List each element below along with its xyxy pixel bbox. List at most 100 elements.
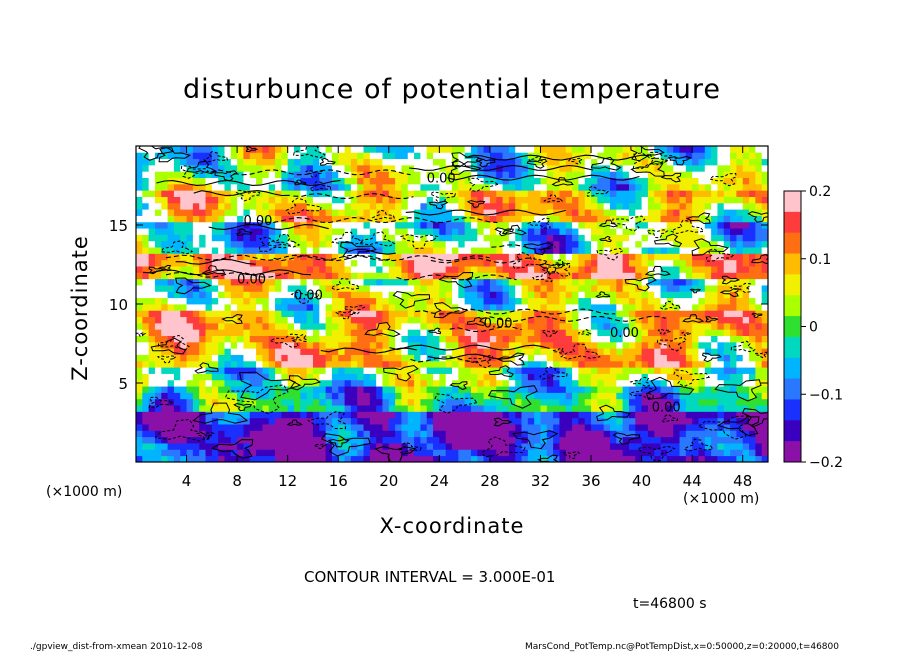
heatmap-cell	[496, 411, 503, 419]
heatmap-cell	[319, 348, 326, 355]
heatmap-cell	[698, 335, 706, 343]
heatmap-cell	[679, 190, 687, 197]
heatmap-cell	[477, 455, 484, 462]
heatmap-cell	[452, 367, 459, 374]
heatmap-cell	[230, 430, 238, 438]
heatmap-cell	[553, 152, 560, 160]
heatmap-cell	[180, 304, 187, 311]
heatmap-cell	[401, 310, 409, 318]
heatmap-cell	[433, 367, 440, 374]
heatmap-cell	[584, 316, 592, 324]
heatmap-cell	[761, 411, 768, 419]
heatmap-cell	[426, 316, 434, 324]
heatmap-cell	[559, 392, 567, 400]
heatmap-cell	[148, 228, 156, 235]
heatmap-cell	[565, 354, 573, 362]
heatmap-cell	[154, 398, 162, 406]
heatmap-cell	[401, 436, 409, 444]
heatmap-cell	[565, 360, 573, 368]
heatmap-cell	[287, 417, 295, 425]
heatmap-cell	[306, 341, 314, 349]
heatmap-cell	[470, 392, 478, 400]
heatmap-cell	[142, 329, 150, 336]
heatmap-cell	[325, 234, 333, 242]
heatmap-cell	[654, 190, 661, 197]
heatmap-cell	[300, 266, 308, 273]
heatmap-cell	[363, 266, 371, 273]
heatmap-cell	[167, 152, 175, 160]
heatmap-cell	[306, 386, 314, 393]
heatmap-cell	[527, 285, 535, 292]
heatmap-cell	[237, 266, 244, 273]
heatmap-cell	[205, 329, 213, 336]
heatmap-cell	[268, 367, 276, 374]
heatmap-cell	[597, 316, 605, 324]
heatmap-cell	[603, 272, 611, 280]
heatmap-cell	[603, 240, 611, 248]
heatmap-cell	[388, 316, 396, 324]
heatmap-cell	[508, 177, 516, 185]
heatmap-cell	[458, 177, 466, 185]
heatmap-cell	[761, 253, 768, 261]
heatmap-cell	[319, 221, 326, 229]
heatmap-cell	[660, 354, 668, 362]
heatmap-cell	[578, 228, 586, 235]
heatmap-cell	[136, 240, 143, 248]
heatmap-cell	[230, 417, 238, 425]
heatmap-cell	[357, 177, 364, 185]
heatmap-cell	[350, 215, 358, 223]
heatmap-cell	[685, 322, 693, 330]
heatmap-cell	[755, 240, 763, 248]
heatmap-cell	[237, 285, 244, 292]
heatmap-cell	[464, 329, 472, 336]
heatmap-cell	[407, 405, 415, 412]
heatmap-cell	[679, 348, 687, 355]
heatmap-cell	[647, 379, 655, 387]
heatmap-cell	[357, 152, 364, 160]
heatmap-cell	[262, 354, 270, 362]
heatmap-cell	[628, 411, 636, 419]
heatmap-cell	[211, 392, 219, 400]
heatmap-cell	[464, 177, 472, 185]
heatmap-cell	[597, 202, 605, 210]
heatmap-cell	[717, 278, 725, 286]
heatmap-cell	[692, 449, 699, 457]
heatmap-cell	[414, 240, 421, 248]
heatmap-cell	[647, 322, 655, 330]
heatmap-cell	[237, 455, 244, 462]
heatmap-cell	[338, 297, 345, 305]
heatmap-cell	[603, 373, 611, 381]
heatmap-cell	[559, 190, 567, 197]
heatmap-cell	[755, 354, 763, 362]
heatmap-cell	[148, 152, 156, 160]
heatmap-cell	[496, 196, 503, 204]
heatmap-cell	[477, 215, 484, 223]
heatmap-cell	[218, 341, 225, 349]
heatmap-cell	[148, 417, 156, 425]
heatmap-cell	[294, 335, 301, 343]
heatmap-cell	[749, 436, 756, 444]
heatmap-cell	[730, 405, 737, 412]
heatmap-cell	[749, 405, 756, 412]
heatmap-cell	[306, 310, 314, 318]
heatmap-cell	[749, 316, 756, 324]
heatmap-cell	[666, 183, 674, 191]
heatmap-cell	[622, 411, 630, 419]
heatmap-cell	[742, 158, 750, 166]
heatmap-cell	[395, 247, 402, 254]
heatmap-cell	[635, 221, 642, 229]
heatmap-cell	[553, 373, 560, 381]
heatmap-cell	[698, 322, 706, 330]
heatmap-cell	[679, 278, 687, 286]
heatmap-cell	[470, 221, 478, 229]
heatmap-cell	[610, 209, 617, 216]
heatmap-cell	[401, 196, 409, 204]
heatmap-cell	[572, 386, 579, 393]
heatmap-cell	[369, 341, 377, 349]
heatmap-cell	[704, 202, 712, 210]
heatmap-cell	[717, 322, 725, 330]
heatmap-cell	[300, 158, 308, 166]
heatmap-cell	[736, 158, 744, 166]
heatmap-cell	[407, 341, 415, 349]
heatmap-cell	[268, 304, 276, 311]
